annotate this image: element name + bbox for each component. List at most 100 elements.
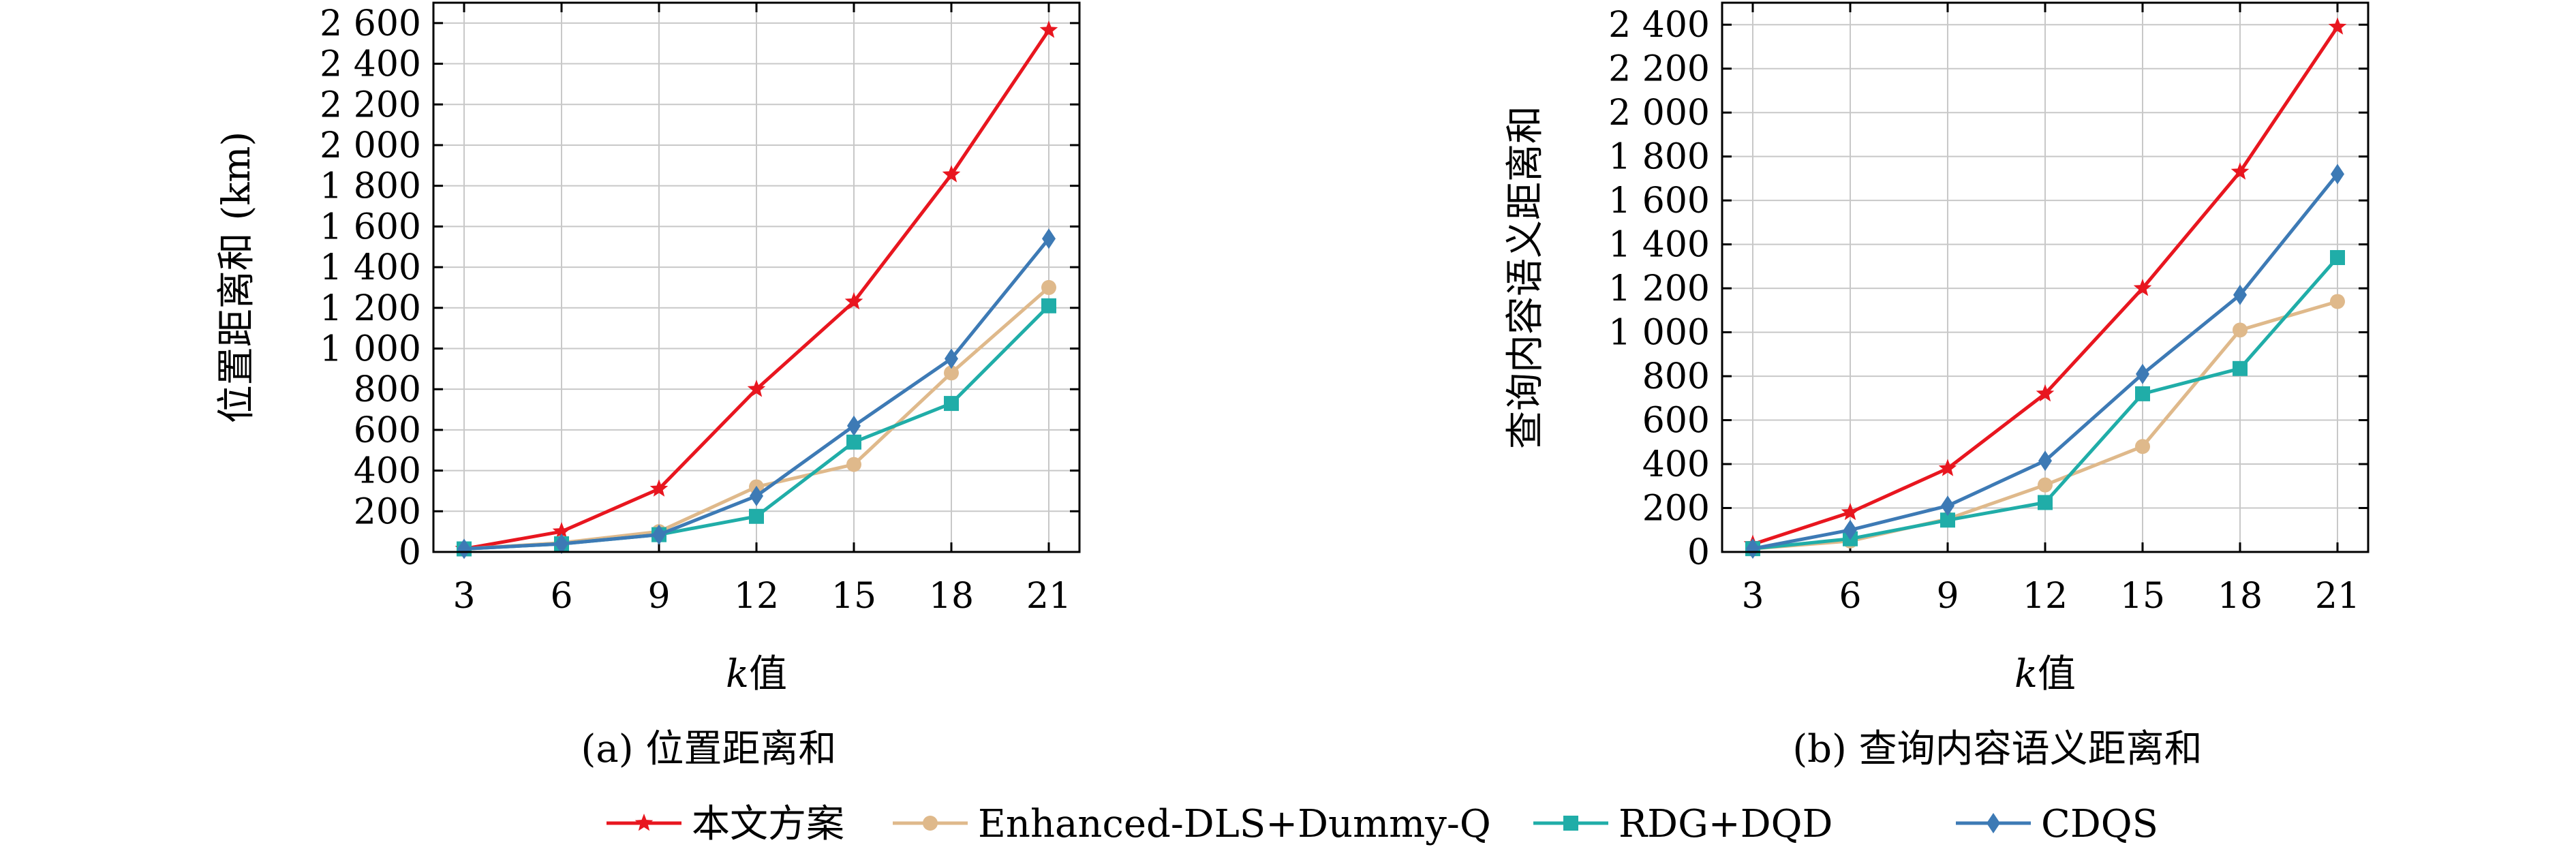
data-point [1042, 228, 1056, 249]
data-point [1746, 538, 1760, 559]
legend: 本文方案 Enhanced-DLS+Dummy-Q RDG+DQD CDQS [607, 802, 2158, 846]
data-point [942, 165, 961, 183]
x-tick-label: 9 [647, 576, 670, 617]
data-point [747, 380, 766, 397]
y-tick-label: 1 600 [320, 206, 421, 247]
x-axis-label-suffix: 值 [749, 652, 787, 696]
legend-marker [634, 814, 654, 831]
y-tick-label: 200 [354, 491, 421, 532]
y-tick-label: 800 [354, 369, 421, 410]
y-tick-label: 2 000 [1608, 93, 1710, 134]
subfigure-caption: (a) 位置距离和 [581, 727, 837, 771]
y-tick-label: 2 200 [1608, 49, 1710, 90]
data-point [1941, 495, 1954, 517]
data-point [2038, 450, 2052, 472]
y-tick-label: 200 [1642, 489, 1710, 529]
data-point [1039, 20, 1058, 38]
legend-label: Enhanced-DLS+Dummy-Q [978, 802, 1491, 846]
y-tick-label: 2 200 [320, 84, 421, 125]
data-point [749, 508, 764, 524]
x-tick-label: 18 [2218, 576, 2263, 617]
data-point [1940, 512, 1955, 528]
data-point [2036, 384, 2055, 402]
series-diamond [457, 228, 1056, 559]
x-tick-label: 12 [734, 576, 779, 617]
subfigure-caption: (b) 查询内容语义距离和 [1792, 727, 2202, 771]
y-tick-label: 600 [1642, 401, 1710, 442]
data-point [552, 522, 571, 540]
data-point [846, 434, 861, 450]
data-point [844, 292, 863, 310]
data-point [944, 396, 959, 412]
legend-marker [1987, 813, 2000, 833]
data-point [1041, 279, 1056, 295]
y-axis-label: 位置距离和 (km) [215, 132, 259, 424]
y-tick-label: 1 000 [320, 328, 421, 369]
y-tick-label: 0 [1687, 532, 1710, 573]
x-axis-label: k值 [2014, 652, 2076, 696]
data-point [944, 365, 959, 381]
x-axis-label-var: k [726, 652, 749, 696]
data-point [457, 538, 471, 559]
data-point [2230, 162, 2250, 180]
x-tick-label: 6 [1839, 576, 1861, 617]
x-tick-label: 9 [1936, 576, 1959, 617]
grid [433, 3, 1079, 553]
legend-item: Enhanced-DLS+Dummy-Q [893, 802, 1491, 846]
x-axis-label-var: k [2014, 652, 2038, 696]
data-point [2135, 386, 2150, 401]
y-tick-label: 1 800 [320, 166, 421, 207]
x-tick-label: 15 [831, 576, 876, 617]
x-axis-label-suffix: 值 [2038, 652, 2076, 696]
data-point [2038, 477, 2053, 493]
data-point [2133, 279, 2152, 296]
x-tick-label: 6 [550, 576, 572, 617]
data-point [847, 415, 861, 436]
y-tick-label: 1 200 [320, 288, 421, 329]
data-point [2233, 322, 2248, 338]
y-tick-label: 1 200 [1608, 268, 1710, 309]
legend-label: RDG+DQD [1619, 802, 1833, 846]
legend-marker [1563, 816, 1578, 831]
y-tick-label: 0 [399, 532, 421, 573]
legend-item: 本文方案 [607, 802, 844, 846]
y-tick-label: 2 400 [1608, 5, 1710, 46]
x-axis-label: k值 [726, 652, 787, 696]
data-point [945, 348, 958, 369]
data-point [1841, 503, 1860, 521]
legend-label: CDQS [2041, 802, 2158, 846]
data-point [2233, 284, 2247, 305]
x-tick-label: 3 [453, 576, 475, 617]
data-point [2330, 294, 2345, 309]
data-point [1041, 298, 1056, 313]
y-tick-label: 1 000 [1608, 313, 1710, 354]
data-point [555, 534, 568, 555]
y-tick-label: 2 400 [320, 44, 421, 85]
y-tick-label: 800 [1642, 356, 1710, 397]
y-tick-label: 2 600 [320, 3, 421, 44]
x-tick-label: 21 [1026, 576, 1071, 617]
y-tick-label: 2 000 [320, 125, 421, 166]
plot-frame [432, 1, 1081, 553]
x-tick-label: 18 [929, 576, 974, 617]
data-point [2330, 249, 2345, 265]
data-point [846, 457, 861, 472]
data-point [1843, 519, 1857, 540]
y-tick-label: 400 [354, 451, 421, 492]
legend-item: RDG+DQD [1533, 802, 1833, 846]
data-point [2038, 495, 2053, 510]
data-point [2328, 17, 2347, 35]
data-point [2233, 360, 2248, 376]
data-point [652, 524, 666, 545]
y-tick-label: 1 600 [1608, 181, 1710, 221]
y-tick-label: 1 800 [1608, 137, 1710, 178]
data-point [2331, 164, 2344, 185]
data-point [649, 479, 669, 497]
x-tick-label: 12 [2023, 576, 2068, 617]
data-point [2136, 363, 2149, 384]
y-tick-label: 600 [354, 410, 421, 451]
y-axis-label: 查询内容语义距离和 [1503, 106, 1548, 449]
